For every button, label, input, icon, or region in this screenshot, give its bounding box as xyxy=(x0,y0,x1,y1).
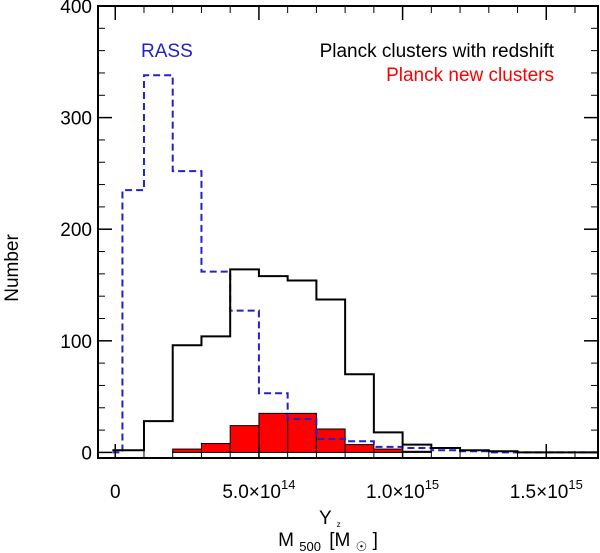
x-tick-label: 0 xyxy=(110,482,121,503)
rass-histogram-line xyxy=(112,74,598,454)
x-axis-title-unit-close: ] xyxy=(373,530,378,551)
y-tick-label: 200 xyxy=(60,220,92,241)
histogram-lines-layer xyxy=(112,74,598,454)
x-axis-title-superscript-sub: z xyxy=(337,520,341,529)
new-clusters-bar xyxy=(172,448,202,453)
y-tick-label: 100 xyxy=(60,332,92,353)
y-tick-label: 400 xyxy=(60,0,92,18)
y-axis-title: Number xyxy=(2,234,23,302)
y-tick-label: 300 xyxy=(60,109,92,130)
svg-text:Y z: Y z xyxy=(319,508,341,529)
new-clusters-bar xyxy=(229,425,260,453)
new-clusters-bar xyxy=(287,412,317,453)
x-axis-title-sun-symbol: ☉ xyxy=(356,539,368,553)
plot-frame xyxy=(97,5,599,459)
new-clusters-bar xyxy=(344,444,375,453)
y-tick-label: 0 xyxy=(81,443,92,464)
new-clusters-bar xyxy=(402,450,432,453)
x-axis-title-superscript: Y xyxy=(319,508,332,529)
new-clusters-bar xyxy=(200,442,231,453)
x-axis-title-main: M xyxy=(278,530,294,551)
legend-rass: RASS xyxy=(141,41,193,62)
legend-planck-new-clusters: Planck new clusters xyxy=(386,65,554,86)
new-clusters-bar xyxy=(258,412,289,453)
tick-labels-layer: 0 100 200 300 400 0 5.0×1014 1.0×1015 1.5×1015 xyxy=(60,0,583,503)
x-axis-title-unit-open: [M xyxy=(329,530,350,551)
x-tick-label: 1.5×1015 xyxy=(510,477,583,503)
new-clusters-bar xyxy=(315,428,346,453)
legend-planck-with-redshift: Planck clusters with redshift xyxy=(320,41,555,62)
x-tick-label: 1.0×1015 xyxy=(366,477,439,503)
svg-text:M 500 [M ☉: M 500 [M ☉ ] xyxy=(278,530,378,553)
x-axis-title-subscript: 500 xyxy=(299,539,321,553)
x-tick-label: 5.0×1014 xyxy=(222,477,295,503)
new-clusters-bar xyxy=(373,448,404,453)
axes-layer xyxy=(97,5,599,459)
x-axis-title: M 500 [M ☉ ] Y z xyxy=(278,508,378,553)
new-clusters-fill-layer xyxy=(172,412,432,453)
planck-redshift-histogram-line xyxy=(112,268,598,454)
